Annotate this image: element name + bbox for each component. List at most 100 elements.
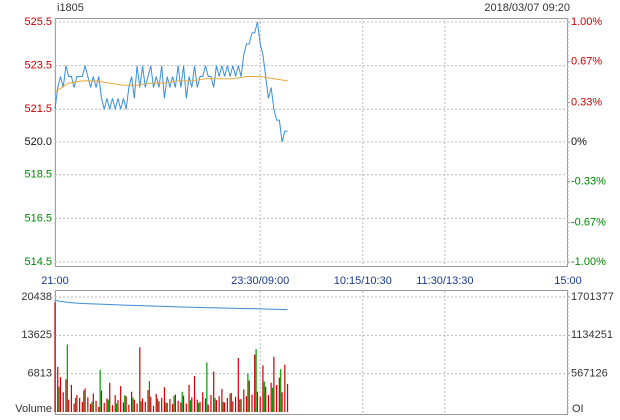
chart-subtitle: 2018/03/07 09:20 <box>484 2 570 14</box>
volume-bar <box>140 401 142 412</box>
volume-bar <box>229 393 231 412</box>
volume-bar <box>125 396 127 412</box>
volume-bar <box>256 391 259 412</box>
volume-bar <box>169 399 171 412</box>
volume-bar <box>226 397 228 412</box>
volume-bar <box>213 371 215 412</box>
volume-tick-label: 6813 <box>28 368 52 380</box>
y2-tick-label: -1.00% <box>571 256 606 268</box>
volume-bar <box>210 395 212 412</box>
volume-bar <box>76 395 78 412</box>
y-tick-label: 514.5 <box>24 256 52 268</box>
volume-bar <box>155 393 157 412</box>
volume-bar <box>284 364 286 412</box>
volume-bar <box>136 403 138 412</box>
volume-bar <box>100 390 103 412</box>
volume-bar <box>66 344 68 412</box>
volume-bar <box>83 390 85 412</box>
volume-bar <box>166 402 168 412</box>
volume-bar <box>122 402 124 412</box>
volume-bar <box>174 394 176 412</box>
volume-bar <box>259 396 261 412</box>
volume-bar <box>128 404 130 412</box>
volume-bar <box>131 391 133 412</box>
volume-bar <box>73 403 75 412</box>
volume-bar <box>99 369 101 412</box>
x-tick-label: 23:30/09:00 <box>231 275 289 287</box>
volume-bar <box>133 399 135 412</box>
volume-bar <box>95 400 97 412</box>
volume-bar <box>124 395 126 412</box>
volume-bar <box>247 373 249 412</box>
y-tick-label: 521.5 <box>24 103 52 115</box>
volume-bar <box>273 356 275 412</box>
volume-bar <box>57 366 59 412</box>
volume-bar <box>70 384 73 412</box>
volume-bar <box>165 402 167 412</box>
y-tick-label: 520.0 <box>24 136 52 148</box>
volume-bar <box>193 375 196 412</box>
volume-bar <box>214 397 216 412</box>
volume-bar <box>254 354 256 412</box>
volume-panel-frame <box>55 290 568 415</box>
volume-bar <box>248 380 250 412</box>
volume-bar <box>255 348 257 412</box>
volume-bar <box>240 399 242 412</box>
x-tick-label: 15:00 <box>554 275 582 287</box>
volume-bar <box>204 398 207 412</box>
volume-bar <box>115 403 118 412</box>
volume-bar <box>141 398 144 412</box>
volume-bar <box>114 395 116 412</box>
y-tick-label: 523.5 <box>24 60 52 72</box>
volume-axis-label: Volume <box>15 403 52 415</box>
volume-bar <box>109 382 111 412</box>
volume-bar <box>150 396 152 412</box>
volume-bar <box>152 405 155 412</box>
volume-bar <box>281 392 283 412</box>
volume-bar <box>245 396 248 412</box>
volume-bar <box>161 397 163 412</box>
volume-bar <box>163 387 166 412</box>
volume-bar <box>199 401 201 412</box>
x-tick-label: 10:15/10:30 <box>334 275 392 287</box>
volume-bar <box>158 401 160 412</box>
y2-tick-label: 0% <box>571 136 587 148</box>
volume-bar <box>180 402 182 412</box>
volume-bar <box>98 406 100 412</box>
volume-bar <box>189 400 192 412</box>
volume-bar <box>148 381 150 412</box>
volume-bar <box>103 402 105 412</box>
volume-bar <box>62 392 64 412</box>
volume-bar <box>221 388 223 412</box>
y2-tick-label: -0.67% <box>571 216 606 228</box>
volume-bar <box>106 398 108 412</box>
volume-bar <box>74 397 77 412</box>
volume-bar <box>232 401 234 412</box>
volume-bar <box>243 389 245 412</box>
volume-bar <box>270 382 272 412</box>
volume-bar <box>177 400 179 412</box>
volume-bar <box>87 397 89 412</box>
x-tick-label: 11:30/13:30 <box>416 275 473 287</box>
volume-bar <box>239 399 241 412</box>
volume-bar <box>276 384 278 412</box>
volume-bar <box>196 399 198 412</box>
volume-bar <box>81 401 83 412</box>
chart-title: i1805 <box>57 2 84 14</box>
y2-tick-label: -0.33% <box>571 176 606 188</box>
volume-bar <box>262 365 264 412</box>
volume-bar <box>230 392 233 412</box>
volume-bar <box>286 383 289 412</box>
volume-bar <box>263 381 265 412</box>
volume-bar <box>181 391 183 412</box>
volume-bar <box>188 384 190 412</box>
volume-bar <box>202 392 204 412</box>
volume-tick-label: 20438 <box>21 291 52 303</box>
volume-bar <box>198 402 200 412</box>
y2-tick-label: 0.33% <box>571 96 602 108</box>
volume-bar <box>117 400 119 412</box>
volume-bar <box>215 400 218 412</box>
volume-bar <box>237 357 239 412</box>
volume-bar <box>68 399 70 412</box>
volume-bar <box>191 397 193 412</box>
